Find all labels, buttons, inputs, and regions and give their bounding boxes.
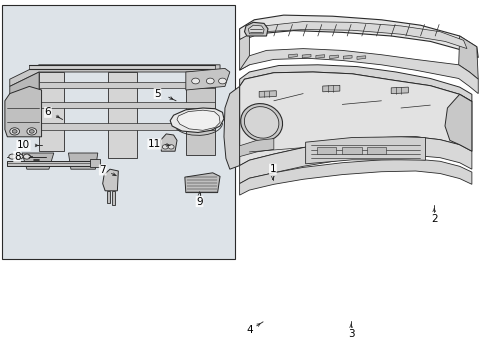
Polygon shape — [90, 159, 100, 167]
Circle shape — [16, 154, 23, 159]
Circle shape — [27, 128, 37, 135]
Text: 5: 5 — [154, 89, 161, 99]
Polygon shape — [39, 102, 215, 108]
Polygon shape — [239, 137, 471, 184]
Text: 10: 10 — [17, 140, 30, 150]
Polygon shape — [7, 161, 95, 166]
Polygon shape — [239, 159, 471, 195]
Text: 2: 2 — [430, 214, 437, 224]
Text: 4: 4 — [245, 325, 252, 336]
Polygon shape — [107, 72, 137, 158]
Polygon shape — [224, 86, 239, 169]
Polygon shape — [305, 137, 425, 164]
Polygon shape — [302, 54, 310, 58]
Circle shape — [29, 130, 34, 133]
Polygon shape — [356, 56, 365, 59]
Polygon shape — [458, 36, 477, 79]
Circle shape — [23, 154, 30, 159]
Polygon shape — [366, 147, 386, 154]
Circle shape — [12, 130, 17, 133]
Polygon shape — [160, 134, 177, 151]
Polygon shape — [244, 22, 267, 36]
Polygon shape — [239, 49, 477, 94]
Ellipse shape — [244, 107, 278, 138]
Polygon shape — [10, 72, 39, 112]
Circle shape — [168, 145, 174, 149]
Polygon shape — [390, 87, 407, 94]
Ellipse shape — [240, 104, 282, 141]
Text: 8: 8 — [14, 152, 20, 162]
Polygon shape — [239, 15, 477, 58]
Text: 9: 9 — [196, 197, 203, 207]
Polygon shape — [39, 123, 215, 130]
Polygon shape — [329, 55, 338, 59]
Polygon shape — [29, 65, 215, 69]
Polygon shape — [185, 72, 215, 155]
Polygon shape — [239, 72, 471, 166]
Circle shape — [162, 145, 168, 149]
Polygon shape — [102, 169, 118, 191]
Polygon shape — [68, 153, 98, 169]
Polygon shape — [259, 91, 276, 97]
Polygon shape — [316, 147, 336, 154]
Polygon shape — [112, 191, 115, 205]
Text: 7: 7 — [99, 165, 106, 175]
Circle shape — [9, 154, 16, 159]
Polygon shape — [288, 54, 297, 58]
Polygon shape — [444, 94, 471, 151]
Polygon shape — [22, 153, 54, 169]
Polygon shape — [239, 65, 471, 102]
Polygon shape — [249, 22, 466, 49]
Circle shape — [10, 128, 20, 135]
Circle shape — [191, 78, 199, 84]
Polygon shape — [5, 86, 41, 137]
Polygon shape — [106, 191, 109, 203]
Polygon shape — [2, 5, 234, 259]
Circle shape — [218, 78, 226, 84]
Polygon shape — [185, 68, 229, 90]
Polygon shape — [248, 25, 264, 34]
Polygon shape — [315, 55, 324, 58]
Text: 1: 1 — [269, 164, 276, 174]
Text: 6: 6 — [44, 107, 51, 117]
Polygon shape — [177, 110, 220, 130]
Polygon shape — [39, 72, 63, 151]
Polygon shape — [10, 65, 220, 86]
Circle shape — [206, 78, 214, 84]
Polygon shape — [170, 108, 224, 132]
Polygon shape — [322, 85, 339, 92]
Polygon shape — [239, 139, 273, 157]
Polygon shape — [184, 173, 220, 193]
Polygon shape — [342, 147, 361, 154]
Text: 3: 3 — [347, 329, 354, 339]
Polygon shape — [239, 34, 249, 70]
Text: 11: 11 — [147, 139, 161, 149]
Polygon shape — [343, 55, 351, 59]
Polygon shape — [39, 82, 215, 88]
